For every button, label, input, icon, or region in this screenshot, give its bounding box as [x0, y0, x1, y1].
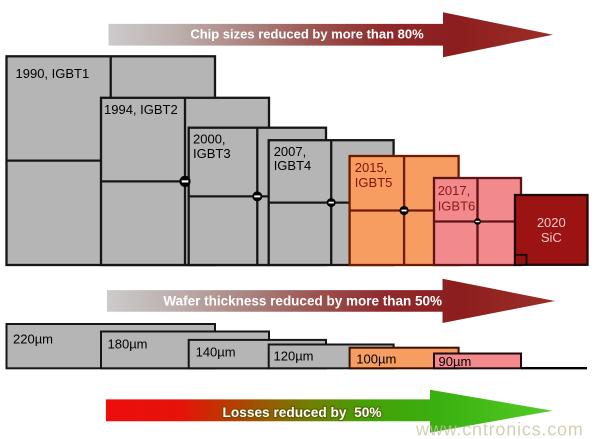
svg-text:SiC: SiC: [541, 230, 562, 245]
svg-text:2017,: 2017,: [438, 183, 471, 198]
svg-text:2020: 2020: [537, 215, 566, 230]
svg-text:IGBT4: IGBT4: [274, 158, 312, 173]
svg-text:Losses reduced by 50%: Losses reduced by 50%: [223, 405, 382, 420]
svg-text:IGBT6: IGBT6: [438, 198, 476, 213]
svg-text:2007,: 2007,: [274, 144, 307, 159]
svg-text:220µm: 220µm: [13, 332, 53, 347]
svg-text:www.cntronics.com: www.cntronics.com: [415, 420, 584, 439]
svg-text:140µm: 140µm: [196, 344, 236, 359]
svg-text:2015,: 2015,: [355, 160, 388, 175]
svg-text:90µm: 90µm: [439, 354, 472, 369]
svg-text:1990, IGBT1: 1990, IGBT1: [16, 66, 90, 81]
svg-text:Wafer thickness reduced by mor: Wafer thickness reduced by more than 50%: [163, 294, 442, 309]
svg-text:180µm: 180µm: [108, 337, 148, 352]
svg-text:IGBT5: IGBT5: [355, 175, 393, 190]
svg-text:120µm: 120µm: [274, 349, 314, 364]
svg-text:100µm: 100µm: [356, 352, 396, 367]
svg-text:Chip sizes reduced by more tha: Chip sizes reduced by more than 80%: [190, 26, 424, 41]
svg-text:2000,: 2000,: [193, 132, 226, 147]
svg-text:IGBT3: IGBT3: [193, 146, 231, 161]
svg-text:1994, IGBT2: 1994, IGBT2: [104, 102, 178, 117]
